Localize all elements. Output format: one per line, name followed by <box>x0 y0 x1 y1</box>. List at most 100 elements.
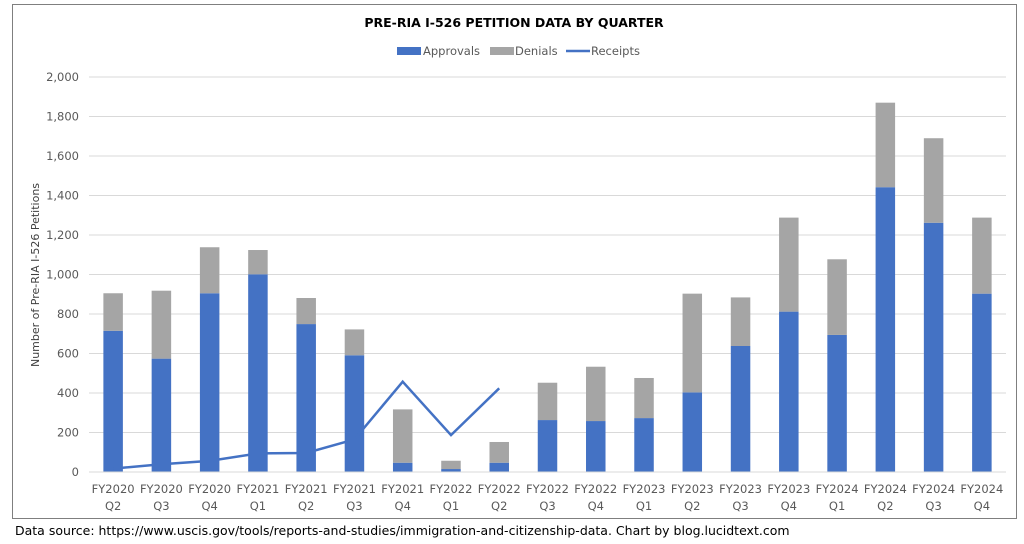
bar-denials <box>779 217 799 312</box>
bar-approvals <box>537 420 558 472</box>
x-tick-label-year: FY2023 <box>719 482 762 496</box>
bar-denials <box>392 409 413 463</box>
x-tick-label-quarter: Q2 <box>491 499 507 513</box>
x-tick-label-year: FY2022 <box>574 482 617 496</box>
x-tick-label-quarter: Q3 <box>153 499 169 513</box>
x-tick-label-year: FY2024 <box>960 482 1003 496</box>
x-tick-label-year: FY2023 <box>671 482 714 496</box>
bar-approvals <box>972 293 992 472</box>
x-tick-label-quarter: Q2 <box>877 499 893 513</box>
bar-approvals <box>489 462 509 472</box>
bar-denials <box>151 290 172 359</box>
bar-approvals <box>923 222 944 472</box>
x-tick-label-year: FY2022 <box>526 482 569 496</box>
bar-denials <box>586 366 606 422</box>
bars <box>103 102 992 472</box>
x-tick-label-year: FY2023 <box>767 482 810 496</box>
x-tick-label-quarter: Q4 <box>974 499 990 513</box>
x-tick-label-quarter: Q3 <box>732 499 748 513</box>
y-tick-label: 1,800 <box>46 110 79 124</box>
x-tick-label-year: FY2020 <box>188 482 231 496</box>
data-source-footer: Data source: https://www.uscis.gov/tools… <box>15 523 790 538</box>
x-tick-label-year: FY2024 <box>816 482 859 496</box>
x-tick-label-quarter: Q2 <box>105 499 121 513</box>
receipts-line-group <box>112 379 501 470</box>
x-tick-label-year: FY2021 <box>381 482 424 496</box>
x-tick-label-year: FY2022 <box>478 482 521 496</box>
x-tick-label-quarter: Q1 <box>443 499 459 513</box>
bar-approvals <box>151 358 172 472</box>
x-tick-label-quarter: Q3 <box>346 499 362 513</box>
bar-denials <box>634 377 654 419</box>
x-tick-label-quarter: Q4 <box>201 499 217 513</box>
y-tick-label: 600 <box>57 347 79 361</box>
y-tick-label: 1,600 <box>46 149 79 163</box>
bar-approvals <box>875 187 896 472</box>
x-tick-label-year: FY2020 <box>92 482 135 496</box>
y-tick-label: 1,200 <box>46 228 79 242</box>
y-axis-title: Number of Pre-RIA I-526 Petitions <box>29 183 42 367</box>
y-tick-label: 1,400 <box>46 189 79 203</box>
y-axis: 0 200 400 600 800 1,000 1,200 1,400 1,600 1,800 2,… <box>46 70 79 479</box>
legend-swatch-approvals <box>397 47 421 55</box>
x-tick-label-quarter: Q1 <box>829 499 845 513</box>
x-tick-label-year: FY2021 <box>333 482 376 496</box>
bar-denials <box>103 293 123 331</box>
x-tick-label-year: FY2022 <box>430 482 473 496</box>
x-tick-label-quarter: Q3 <box>925 499 941 513</box>
bar-approvals <box>682 392 703 472</box>
legend-swatch-denials <box>490 47 514 55</box>
bar-approvals <box>199 293 220 472</box>
bar-denials <box>199 247 220 294</box>
y-tick-label: 2,000 <box>46 70 79 84</box>
x-tick-label-quarter: Q4 <box>588 499 604 513</box>
bar-denials <box>344 329 365 356</box>
x-tick-label-quarter: Q4 <box>781 499 797 513</box>
x-tick-label-year: FY2024 <box>912 482 955 496</box>
x-tick-label-year: FY2024 <box>864 482 907 496</box>
x-tick-label-quarter: Q3 <box>539 499 555 513</box>
x-tick-label-quarter: Q1 <box>636 499 652 513</box>
bar-approvals <box>730 345 751 472</box>
bar-approvals <box>779 311 799 472</box>
x-tick-label-quarter: Q2 <box>298 499 314 513</box>
bar-approvals <box>827 334 847 472</box>
bar-approvals <box>392 462 413 472</box>
x-tick-label-year: FY2023 <box>623 482 666 496</box>
legend-label-receipts: Receipts <box>591 44 640 58</box>
bar-denials <box>537 382 558 421</box>
bar-denials <box>296 298 316 325</box>
bar-denials <box>827 259 847 335</box>
y-tick-label: 200 <box>57 426 79 440</box>
y-tick-label: 800 <box>57 307 79 321</box>
bar-denials <box>441 460 461 470</box>
bar-approvals <box>344 355 365 472</box>
x-tick-label-year: FY2021 <box>285 482 328 496</box>
x-tick-label-quarter: Q2 <box>684 499 700 513</box>
chart-frame <box>12 4 1017 519</box>
bar-denials <box>730 297 751 346</box>
bar-approvals <box>441 469 461 472</box>
bar-approvals <box>634 418 654 472</box>
y-tick-label: 0 <box>72 465 79 479</box>
bar-denials <box>875 102 896 188</box>
bar-denials <box>248 250 268 275</box>
x-tick-label-year: FY2020 <box>140 482 183 496</box>
bar-approvals <box>296 324 316 472</box>
bar-approvals <box>248 274 268 472</box>
y-tick-label: 1,000 <box>46 268 79 282</box>
bar-approvals <box>586 421 606 472</box>
x-tick-label-quarter: Q4 <box>395 499 411 513</box>
legend-label-approvals: Approvals <box>423 44 480 58</box>
x-axis: FY2020 Q2 FY2020 Q3 FY2020 Q4 FY2021 Q1 FY2021 Q2… <box>89 471 1006 513</box>
legend: Approvals Denials Receipts <box>397 44 640 58</box>
bar-denials <box>682 293 703 393</box>
legend-label-denials: Denials <box>515 44 558 58</box>
bar-denials <box>489 441 509 463</box>
x-tick-label-year: FY2021 <box>236 482 279 496</box>
chart-title: PRE-RIA I-526 PETITION DATA BY QUARTER <box>364 15 664 30</box>
bar-approvals <box>103 330 123 472</box>
bar-denials <box>972 217 992 294</box>
bar-denials <box>923 138 944 223</box>
